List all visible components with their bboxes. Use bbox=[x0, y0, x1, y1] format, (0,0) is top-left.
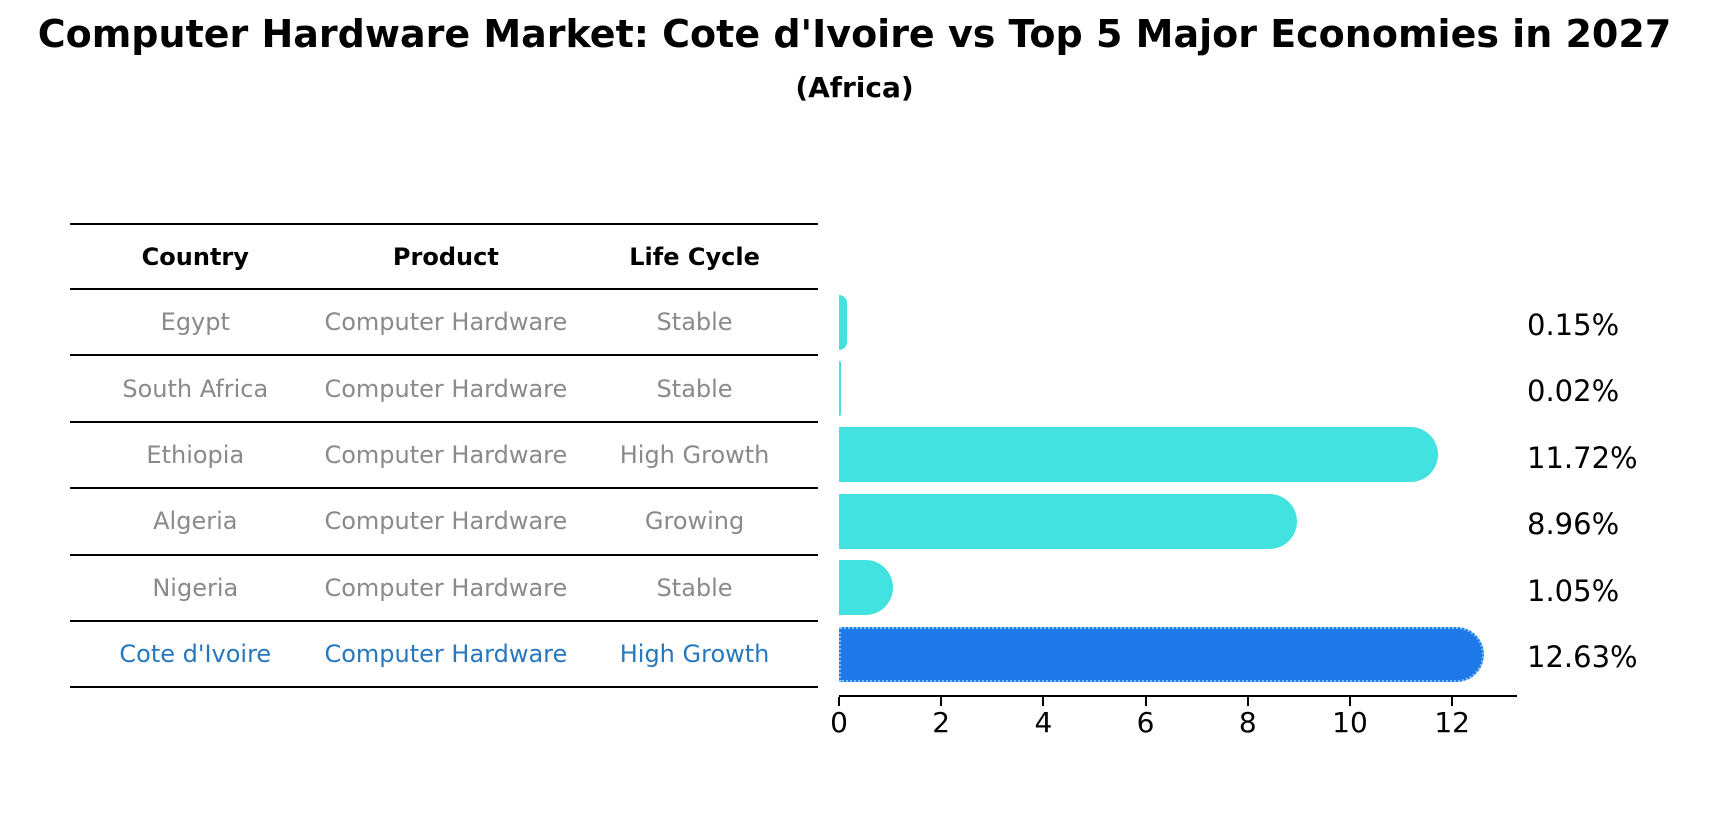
bar-cote-d-ivoire bbox=[839, 626, 1485, 682]
bar-ethiopia bbox=[839, 427, 1438, 483]
cell-life-cycle: High Growth bbox=[619, 640, 770, 669]
chart-title: Computer Hardware Market: Cote d'Ivoire … bbox=[37, 12, 1672, 56]
x-tick-label: 6 bbox=[1136, 706, 1155, 739]
bar-value-label: 1.05% bbox=[1527, 573, 1620, 608]
bar-value-label: 12.63% bbox=[1527, 640, 1638, 674]
x-tick-mark bbox=[1349, 697, 1351, 706]
bar-egypt bbox=[839, 294, 847, 350]
cell-country: Egypt bbox=[160, 308, 230, 337]
bar-value-label: 8.96% bbox=[1527, 507, 1620, 542]
cell-product: Computer Hardware bbox=[324, 573, 568, 602]
cell-life-cycle: Growing bbox=[644, 507, 745, 536]
x-tick-mark bbox=[838, 697, 840, 706]
bar-value-label: 0.15% bbox=[1527, 308, 1620, 342]
table-row: South Africa Computer Hardware Stable bbox=[70, 356, 818, 423]
x-tick-mark bbox=[1144, 697, 1147, 706]
table-row: Ethiopia Computer Hardware High Growth bbox=[70, 423, 818, 490]
cell-country: Cote d'Ivoire bbox=[119, 640, 272, 669]
table-header-row: Country Product Life Cycle bbox=[70, 225, 818, 290]
cell-life-cycle: Stable bbox=[656, 573, 733, 602]
x-tick-label: 12 bbox=[1434, 706, 1471, 739]
table-row: Algeria Computer Hardware Growing bbox=[70, 489, 818, 556]
cell-product: Computer Hardware bbox=[324, 507, 568, 536]
x-tick-label: 10 bbox=[1332, 706, 1368, 739]
table-header-cell: Product bbox=[392, 242, 499, 271]
chart-subtitle: (Africa) bbox=[795, 71, 914, 104]
cell-life-cycle: Stable bbox=[656, 308, 733, 337]
bar-value-label: 0.02% bbox=[1527, 374, 1620, 409]
table-row: Nigeria Computer Hardware Stable bbox=[70, 556, 818, 622]
table-row: Cote d'Ivoire Computer Hardware High Growt… bbox=[70, 622, 818, 689]
x-tick-label: 8 bbox=[1238, 706, 1257, 739]
bar-value-label: 11.72% bbox=[1527, 440, 1638, 475]
cell-country: Ethiopia bbox=[146, 440, 245, 469]
x-tick-label: 0 bbox=[830, 706, 848, 739]
bar-nigeria bbox=[839, 560, 893, 616]
x-tick-label: 2 bbox=[932, 706, 951, 739]
x-tick-mark bbox=[1246, 697, 1249, 706]
bar-south-africa bbox=[839, 360, 841, 416]
x-tick-mark bbox=[1042, 697, 1045, 706]
x-axis-line bbox=[839, 695, 1517, 697]
table-header-cell: Country bbox=[141, 242, 249, 271]
cell-country: Algeria bbox=[153, 507, 238, 536]
cell-life-cycle: Stable bbox=[656, 374, 733, 403]
cell-product: Computer Hardware bbox=[324, 640, 568, 669]
x-tick-mark bbox=[940, 697, 943, 706]
cell-product: Computer Hardware bbox=[324, 308, 568, 337]
cell-country: Nigeria bbox=[152, 573, 239, 602]
cell-product: Computer Hardware bbox=[324, 440, 568, 469]
cell-country: South Africa bbox=[122, 374, 269, 403]
cell-product: Computer Hardware bbox=[324, 374, 568, 403]
table-row: Egypt Computer Hardware Stable bbox=[70, 290, 818, 357]
bar-algeria bbox=[839, 493, 1297, 549]
cell-life-cycle: High Growth bbox=[619, 440, 770, 469]
x-tick-mark bbox=[1451, 697, 1454, 706]
country-table: Country Product Life Cycle Egypt Computer Ha… bbox=[70, 223, 818, 689]
x-tick-label: 4 bbox=[1034, 706, 1053, 739]
table-header-cell: Life Cycle bbox=[629, 242, 760, 271]
